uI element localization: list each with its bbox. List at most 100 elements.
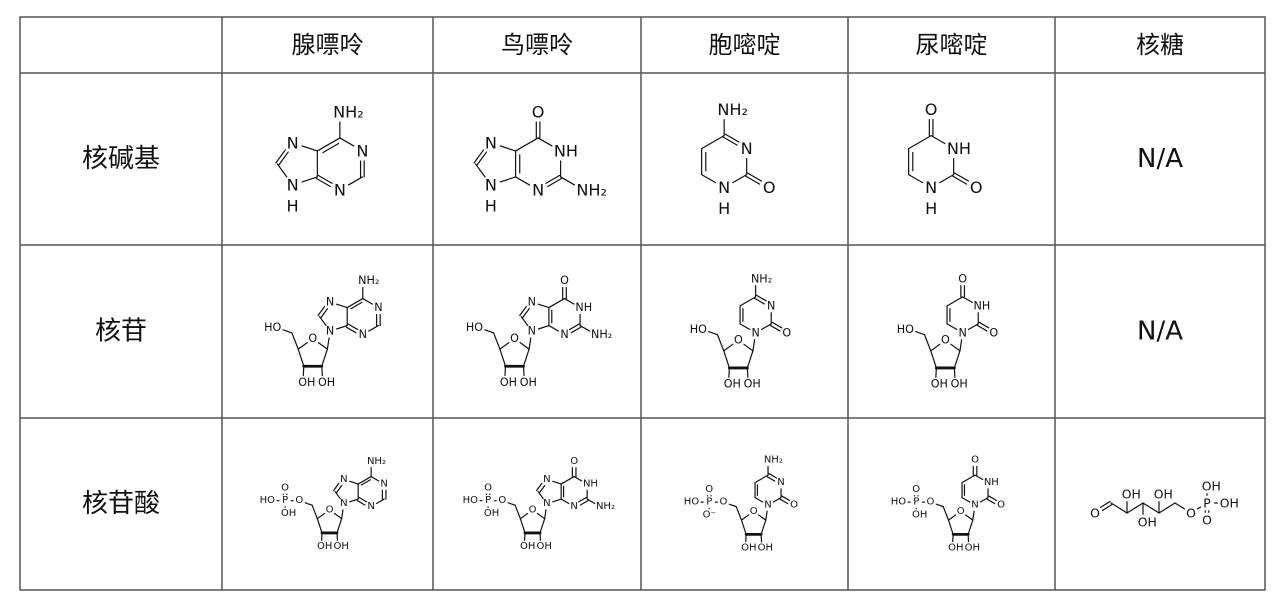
bond bbox=[1159, 503, 1175, 513]
bond bbox=[724, 351, 730, 368]
row-label: 核碱基 bbox=[82, 144, 160, 174]
bond bbox=[277, 164, 286, 177]
bond bbox=[537, 483, 542, 490]
bond bbox=[989, 496, 997, 500]
bond bbox=[736, 507, 741, 521]
bond bbox=[741, 520, 746, 534]
atom-label: HO bbox=[463, 495, 479, 506]
bond bbox=[302, 177, 317, 182]
atom-label: P bbox=[706, 497, 712, 508]
atom-label: O bbox=[989, 326, 998, 339]
bond bbox=[564, 299, 574, 305]
bond bbox=[931, 351, 937, 368]
bond bbox=[579, 497, 587, 501]
bond bbox=[733, 175, 747, 183]
bond bbox=[766, 511, 767, 520]
bond bbox=[740, 324, 750, 330]
bond bbox=[947, 297, 963, 306]
atom-label: N bbox=[528, 325, 536, 338]
bond bbox=[538, 138, 552, 146]
bond bbox=[987, 499, 995, 503]
bond bbox=[951, 344, 960, 351]
atom-label: N bbox=[334, 180, 346, 199]
bond bbox=[962, 475, 975, 483]
atom-label: O bbox=[941, 334, 950, 347]
bond bbox=[954, 351, 960, 368]
bond bbox=[350, 481, 358, 484]
bond bbox=[936, 368, 937, 377]
atom-label: N bbox=[485, 175, 497, 194]
bond bbox=[474, 150, 483, 163]
atom-label: O bbox=[750, 506, 758, 517]
bond bbox=[337, 485, 342, 492]
bond bbox=[725, 134, 739, 142]
atom-label: N bbox=[958, 326, 966, 339]
bond bbox=[359, 497, 367, 501]
atom-label: N bbox=[326, 296, 334, 309]
bond bbox=[746, 176, 760, 184]
bond bbox=[773, 498, 781, 502]
grid-lines bbox=[20, 17, 1265, 590]
atom-label: OH bbox=[1202, 479, 1221, 494]
bond bbox=[505, 366, 506, 375]
bond bbox=[973, 511, 974, 520]
bond bbox=[1111, 503, 1127, 513]
atom-label: H bbox=[925, 199, 937, 218]
bond bbox=[337, 304, 348, 307]
bond bbox=[762, 324, 772, 330]
atom-label: HO bbox=[690, 323, 707, 336]
bond bbox=[283, 330, 292, 333]
atom-label: N bbox=[528, 296, 536, 309]
atom-label: OH bbox=[1154, 487, 1173, 502]
bond bbox=[761, 520, 766, 534]
atom-label: N bbox=[767, 299, 775, 312]
atom-label: N bbox=[359, 328, 367, 341]
bond bbox=[931, 344, 940, 351]
atom-label: N bbox=[971, 500, 978, 511]
atom-label: O bbox=[997, 500, 1005, 511]
atom-label: OH bbox=[1122, 487, 1141, 502]
atom-label: N bbox=[380, 479, 387, 490]
bond bbox=[318, 175, 332, 183]
bond bbox=[924, 335, 930, 351]
column-header: 尿嘧啶 bbox=[916, 31, 988, 59]
atom-label: OH bbox=[537, 541, 552, 552]
atom-label: HO bbox=[891, 497, 907, 508]
atom-label: OH bbox=[1138, 515, 1157, 530]
atom-label: OH bbox=[520, 541, 535, 552]
atom-label: O bbox=[570, 456, 578, 467]
bond bbox=[279, 152, 288, 165]
bond bbox=[948, 520, 953, 534]
atom-label: OH bbox=[520, 376, 537, 389]
bond bbox=[955, 173, 969, 181]
bond bbox=[318, 343, 327, 350]
bond bbox=[748, 173, 762, 181]
bond bbox=[963, 297, 973, 303]
bond bbox=[520, 519, 525, 533]
atom-label: O bbox=[295, 495, 303, 506]
atom-label: O bbox=[782, 326, 791, 339]
bond bbox=[524, 349, 530, 366]
bond bbox=[954, 368, 955, 377]
atom-label: N bbox=[340, 498, 347, 509]
bond bbox=[960, 340, 962, 351]
bond bbox=[909, 136, 932, 149]
bond bbox=[553, 481, 561, 484]
bond bbox=[322, 349, 328, 366]
table-border bbox=[20, 17, 1265, 590]
bond bbox=[747, 351, 753, 368]
atom-label: NH₂ bbox=[591, 328, 612, 341]
atom-label: O bbox=[281, 482, 289, 493]
bond bbox=[317, 513, 324, 518]
atom-label: OH bbox=[334, 541, 349, 552]
bond bbox=[1175, 503, 1184, 509]
bond bbox=[538, 326, 549, 329]
bond bbox=[540, 519, 545, 533]
